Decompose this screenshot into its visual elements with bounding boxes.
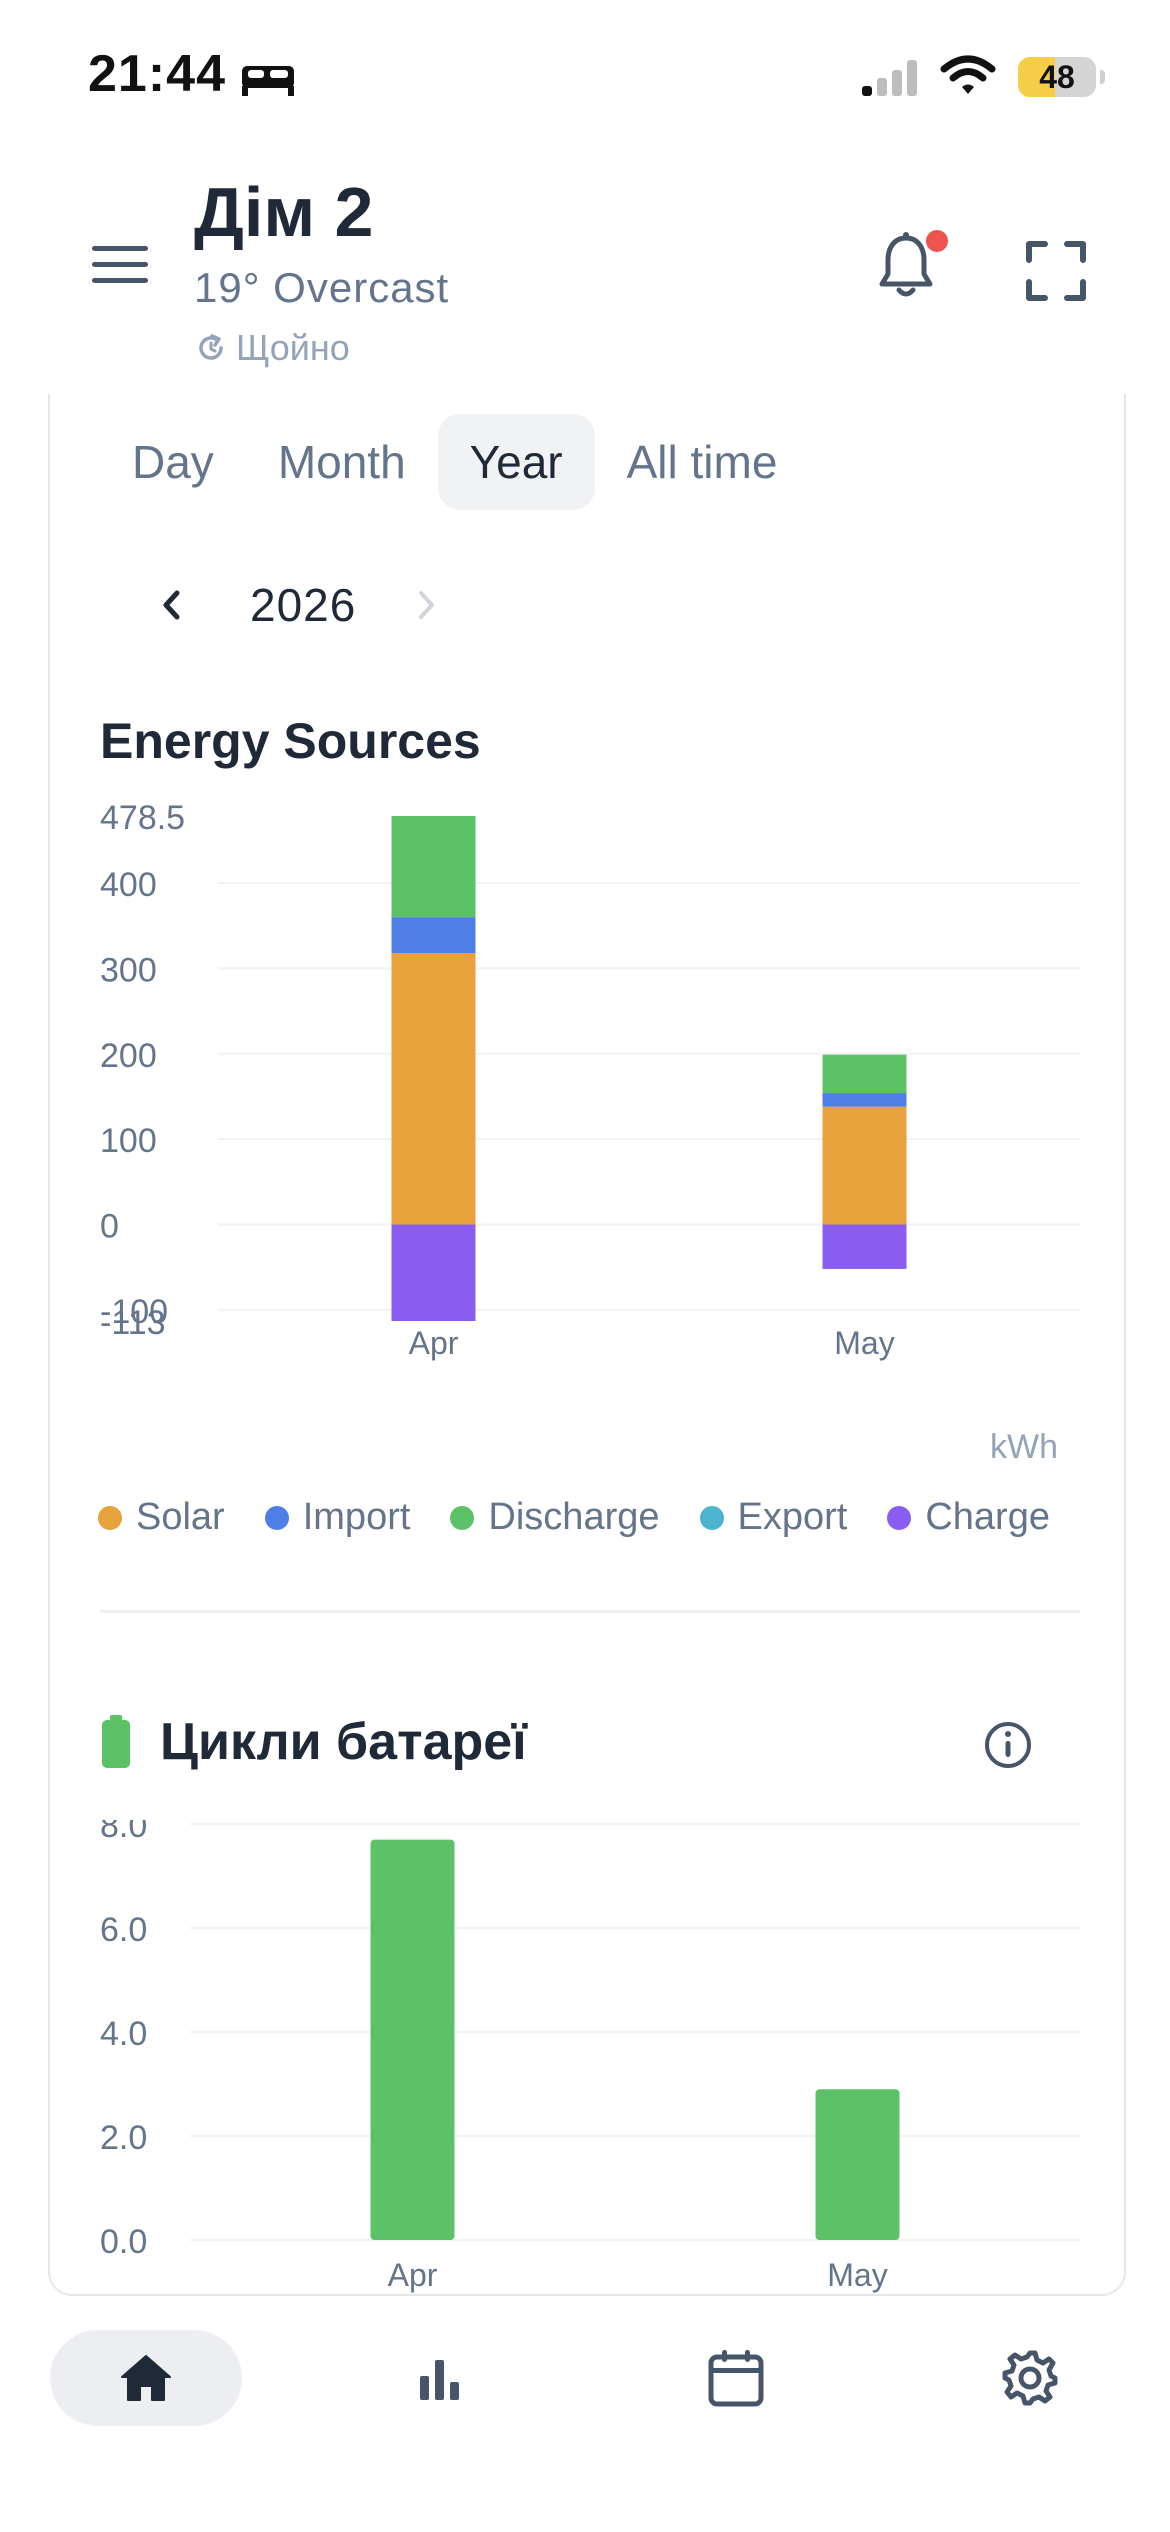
- y-tick-label: 6.0: [100, 1911, 147, 1949]
- tab-all-time[interactable]: All time: [626, 436, 778, 488]
- nav-calendar[interactable]: [686, 2330, 786, 2426]
- last-updated-text: Щойно: [236, 327, 350, 368]
- gear-icon: [1002, 2350, 1058, 2406]
- tab-year[interactable]: Year: [437, 414, 595, 510]
- bar-cycles-apr: [370, 1839, 455, 2240]
- home-icon: [121, 2355, 171, 2401]
- tab-month[interactable]: Month: [277, 436, 406, 488]
- bed-icon: [242, 66, 294, 96]
- y-tick-label: 4.0: [100, 2015, 147, 2053]
- bar-import-apr: [391, 917, 476, 954]
- y-tick-label: 478.5: [100, 799, 185, 837]
- x-tick-label: May: [827, 2257, 887, 2293]
- x-tick-label: May: [834, 1325, 894, 1361]
- bar-import-may: [822, 1093, 907, 1107]
- calendar-icon: [708, 2350, 764, 2407]
- y-tick-label: -100: [100, 1293, 168, 1331]
- y-tick-label: 0.0: [100, 2223, 147, 2261]
- last-updated: Щойно: [194, 326, 350, 370]
- cycles-header: Цикли батареї: [100, 1712, 527, 1772]
- year-navigator: 2026: [150, 565, 446, 645]
- battery-cycles-chart: 0.0 2.0 4.0 6.0 8.0 Apr May: [100, 1820, 1080, 2293]
- bar-solar-may: [822, 1106, 907, 1225]
- y-tick-label: 200: [100, 1037, 157, 1075]
- energy-sources-chart: -113-100 0 100 200 300 400 478.5 Apr May: [100, 799, 1080, 1361]
- battery-percentage: 48: [1039, 59, 1075, 95]
- bar-discharge-apr: [391, 816, 476, 918]
- y-tick-label: 300: [100, 951, 157, 989]
- cycles-title: Цикли батареї: [160, 1713, 527, 1771]
- bar-charge-may: [822, 1224, 907, 1269]
- bar-charge-apr: [391, 1224, 476, 1321]
- y-tick-label: 2.0: [100, 2119, 147, 2157]
- info-icon[interactable]: [983, 1720, 1033, 1770]
- signal-icon: [862, 60, 917, 96]
- notification-badge: [926, 230, 948, 252]
- legend-discharge: Discharge: [450, 1496, 660, 1539]
- section-divider: [100, 1610, 1080, 1613]
- bar-chart-icon: [420, 2360, 459, 2400]
- stats-card: [48, 394, 1126, 2296]
- x-tick-label: Apr: [388, 2257, 438, 2293]
- nav-settings[interactable]: [980, 2330, 1080, 2426]
- legend-label-import: Import: [302, 1496, 411, 1538]
- legend-charge: Charge: [887, 1496, 1050, 1539]
- legend-dot-charge: [887, 1505, 912, 1530]
- bar-cycles-may: [815, 2089, 900, 2240]
- legend-label-charge: Charge: [925, 1496, 1050, 1538]
- bell-icon: [879, 232, 933, 297]
- x-tick-label: Apr: [409, 1325, 459, 1361]
- legend-dot-discharge: [450, 1505, 475, 1530]
- status-bar: 21:44 48: [0, 0, 1170, 150]
- legend-label-solar: Solar: [136, 1496, 225, 1538]
- energy-chart-title: Energy Sources: [100, 713, 481, 769]
- battery-tip: [1100, 70, 1105, 84]
- chevron-left-icon[interactable]: [150, 583, 194, 627]
- page-title: Дім 2: [194, 173, 374, 251]
- weather-summary: 19° Overcast: [194, 264, 450, 311]
- period-tabs: Day Month Year All time: [100, 414, 809, 510]
- y-tick-label: 8.0: [100, 1820, 147, 1845]
- notifications-button[interactable]: [876, 230, 948, 310]
- fullscreen-icon[interactable]: [1025, 240, 1087, 302]
- chart-legend: Solar Import Discharge Export Charge: [98, 1496, 1050, 1539]
- legend-dot-import: [264, 1505, 289, 1530]
- bottom-navigation: [0, 2298, 1170, 2532]
- wifi-icon: [940, 55, 996, 94]
- legend-solar: Solar: [98, 1496, 225, 1539]
- bar-solar-apr: [391, 953, 476, 1225]
- battery-indicator: 48: [1018, 57, 1096, 97]
- nav-home[interactable]: [50, 2330, 242, 2426]
- y-tick-label: -113: [100, 1304, 166, 1342]
- y-tick-label: 0: [100, 1208, 119, 1246]
- legend-label-discharge: Discharge: [488, 1496, 660, 1538]
- legend-export: Export: [699, 1496, 848, 1539]
- status-time: 21:44: [88, 45, 226, 103]
- refresh-icon: [199, 334, 223, 360]
- tab-day[interactable]: Day: [132, 436, 214, 488]
- menu-icon[interactable]: [92, 244, 148, 284]
- year-label: 2026: [250, 579, 357, 631]
- y-tick-label: 400: [100, 866, 157, 904]
- legend-label-export: Export: [737, 1496, 848, 1538]
- battery-icon: [102, 1715, 130, 1768]
- y-tick-label: 100: [100, 1122, 157, 1160]
- legend-import: Import: [264, 1496, 411, 1539]
- chart-unit: kWh: [990, 1428, 1058, 1466]
- bar-discharge-may: [822, 1054, 907, 1094]
- nav-stats[interactable]: [390, 2330, 490, 2426]
- legend-dot-export: [699, 1505, 724, 1530]
- battery-fill: [1018, 57, 1056, 97]
- legend-dot-solar: [98, 1505, 122, 1530]
- chevron-right-icon[interactable]: [406, 583, 446, 627]
